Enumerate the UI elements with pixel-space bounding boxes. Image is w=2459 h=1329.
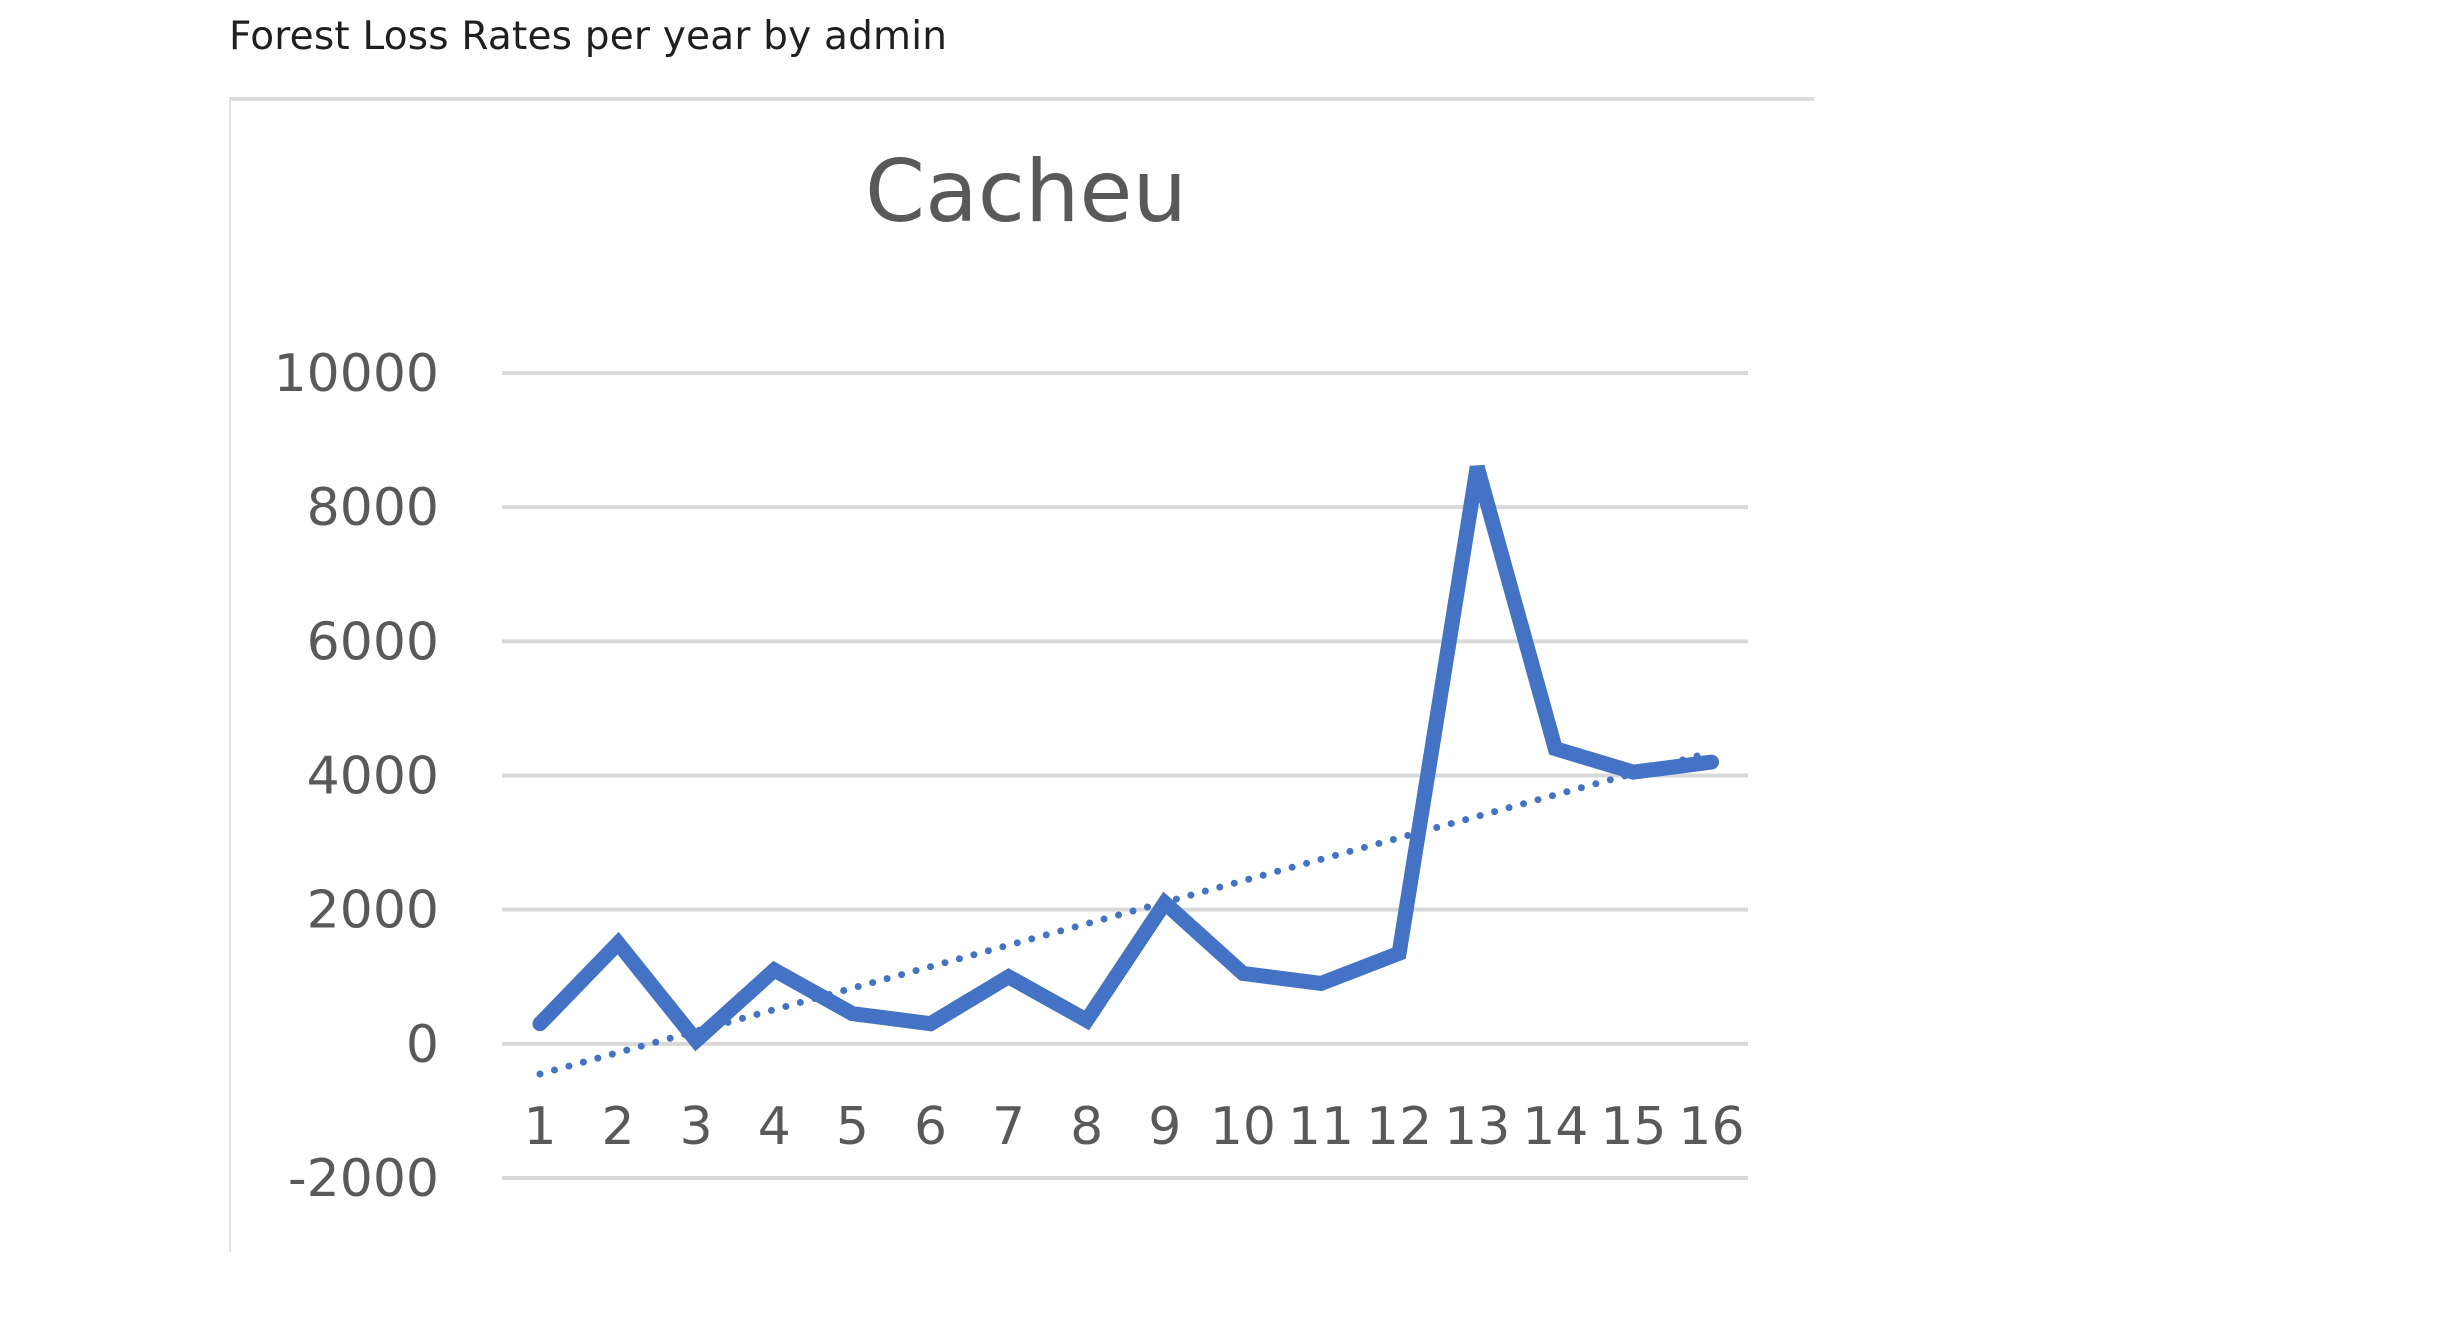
page-heading: Forest Loss Rates per year by admin [229,14,948,59]
data-point [1632,771,1635,774]
x-tick-label: 6 [914,1097,947,1157]
data-point [929,1022,932,1025]
data-point [1554,747,1557,750]
series-layer [532,464,1719,1052]
x-tick-label: 7 [992,1097,1025,1157]
data-point [1163,901,1166,904]
y-tick-label: 2000 [307,881,439,941]
data-point [851,1012,854,1015]
data-point [1320,982,1322,985]
y-tick-label: 4000 [307,747,439,807]
x-tick-label: 11 [1288,1097,1354,1157]
x-tick-label: 15 [1600,1097,1666,1157]
data-point [1398,952,1401,955]
data-point [539,1022,541,1025]
data-point [617,942,620,945]
x-axis-tick-labels: 1 2 3 4 5 6 7 8 9 10 11 12 13 14 15 16 [523,1097,1744,1157]
data-point [1007,975,1010,978]
series-line [532,464,1719,1052]
x-tick-label: 13 [1444,1097,1510,1157]
y-tick-label: 10000 [274,344,439,404]
data-point [1476,465,1479,468]
x-tick-label: 5 [836,1097,869,1157]
data-point [773,969,776,972]
chart-title: Cacheu [865,142,1187,242]
data-point [1085,1019,1088,1022]
x-tick-label: 10 [1210,1097,1276,1157]
gridlines [502,371,1748,1180]
data-point [1241,972,1244,975]
y-tick-label: 0 [406,1015,439,1075]
y-tick-label: -2000 [288,1149,439,1209]
x-tick-label: 3 [680,1097,713,1157]
x-tick-label: 1 [523,1097,556,1157]
data-point [695,1039,698,1042]
x-tick-label: 9 [1148,1097,1181,1157]
y-tick-label: 8000 [307,478,439,538]
x-tick-label: 14 [1522,1097,1588,1157]
x-tick-label: 16 [1678,1097,1744,1157]
x-tick-label: 4 [758,1097,791,1157]
x-tick-label: 2 [602,1097,635,1157]
y-tick-label: 6000 [307,612,439,672]
y-axis-tick-labels: 10000 8000 6000 4000 2000 0 -2000 [274,344,439,1209]
x-tick-label: 8 [1070,1097,1103,1157]
x-tick-label: 12 [1366,1097,1432,1157]
data-point [1710,761,1713,764]
